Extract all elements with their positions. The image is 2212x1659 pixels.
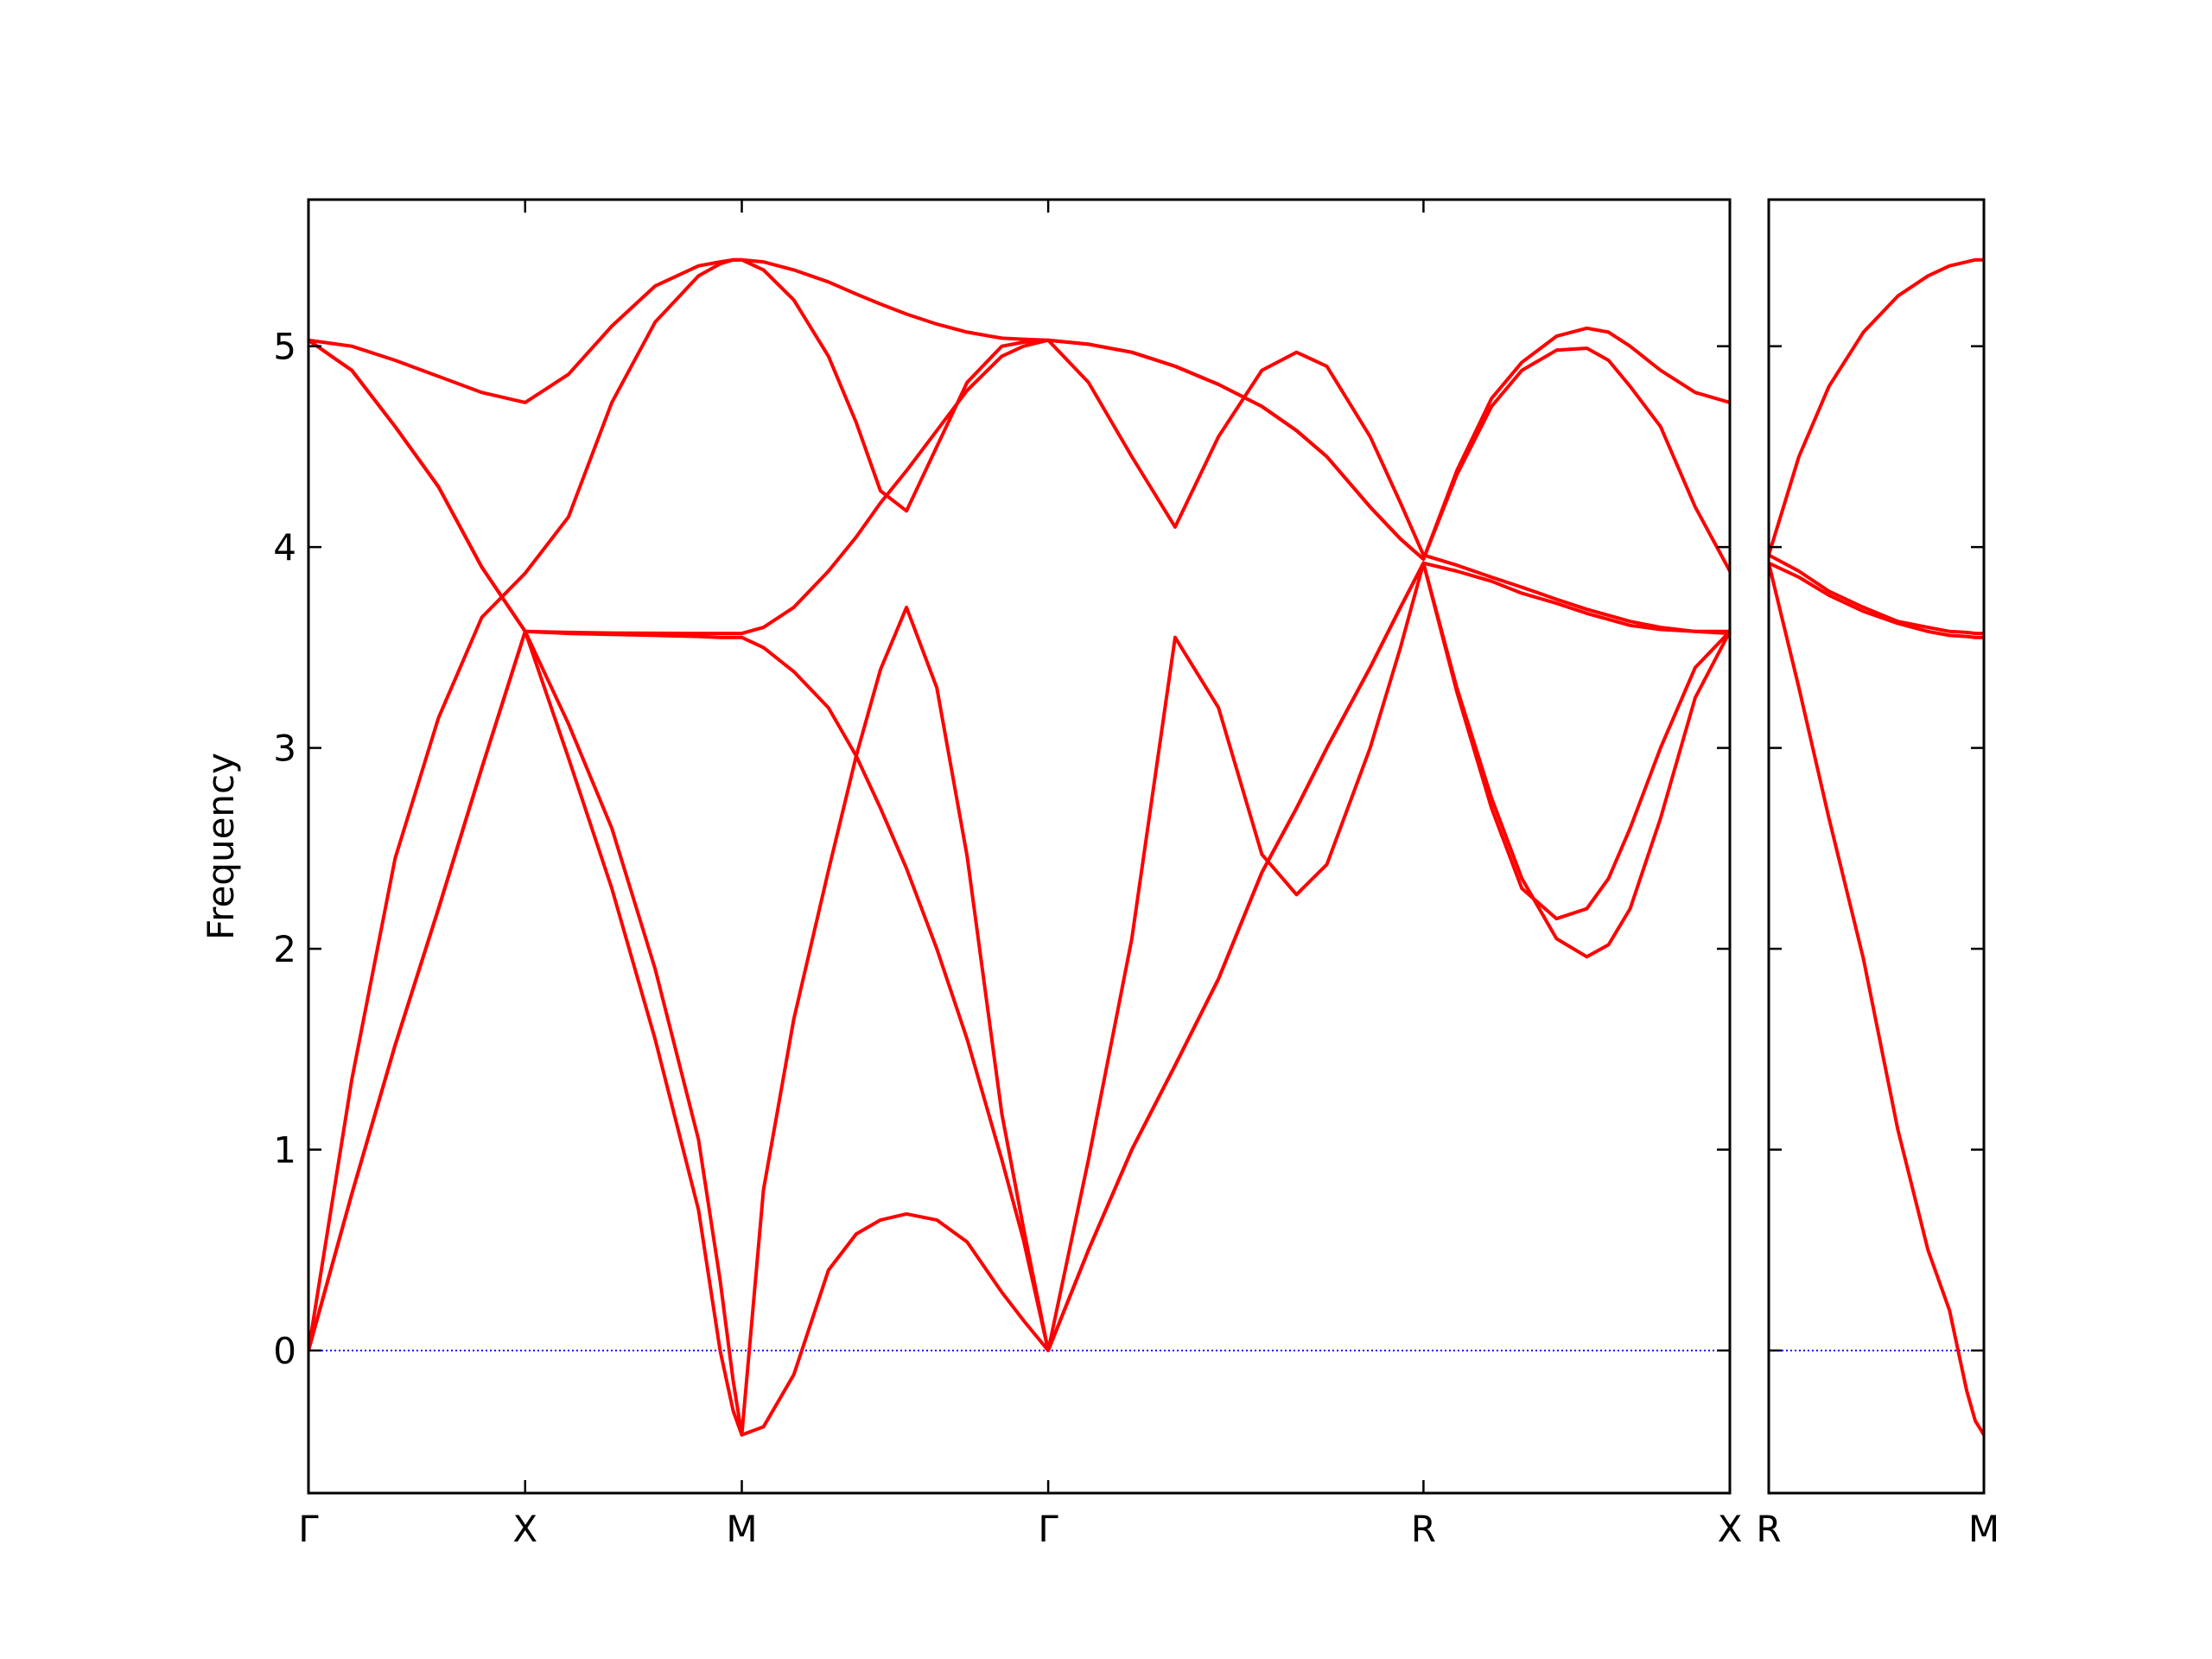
band-line bbox=[1769, 561, 1984, 639]
y-tick-label: 4 bbox=[273, 526, 296, 569]
band-line bbox=[1769, 563, 1984, 1436]
band-line bbox=[308, 257, 1730, 572]
band-line bbox=[308, 561, 1730, 1437]
y-tick-label: 2 bbox=[273, 928, 296, 970]
x-tick-label: X bbox=[512, 1508, 537, 1550]
band-line bbox=[1769, 257, 1984, 556]
y-tick-label: 3 bbox=[273, 728, 296, 770]
band-line bbox=[308, 257, 1730, 1351]
band-line bbox=[308, 326, 1730, 636]
band-line bbox=[308, 339, 1730, 1437]
x-tick-label: Γ bbox=[298, 1508, 319, 1550]
y-axis-label: Frequency bbox=[200, 753, 242, 940]
y-tick-label: 1 bbox=[273, 1129, 296, 1172]
x-tick-label: M bbox=[1968, 1508, 1999, 1550]
axes-frame bbox=[1767, 198, 1986, 1495]
axes-frame bbox=[307, 198, 1732, 1495]
y-tick-label: 5 bbox=[273, 326, 296, 368]
x-tick-label: Γ bbox=[1038, 1508, 1058, 1550]
x-tick-label: X bbox=[1718, 1508, 1743, 1550]
y-tick-label: 0 bbox=[273, 1330, 296, 1372]
x-tick-label: M bbox=[726, 1508, 757, 1550]
x-tick-label: R bbox=[1756, 1508, 1781, 1550]
band-line bbox=[308, 561, 1730, 1352]
band-line bbox=[1769, 553, 1984, 636]
x-tick-label: R bbox=[1411, 1508, 1436, 1550]
